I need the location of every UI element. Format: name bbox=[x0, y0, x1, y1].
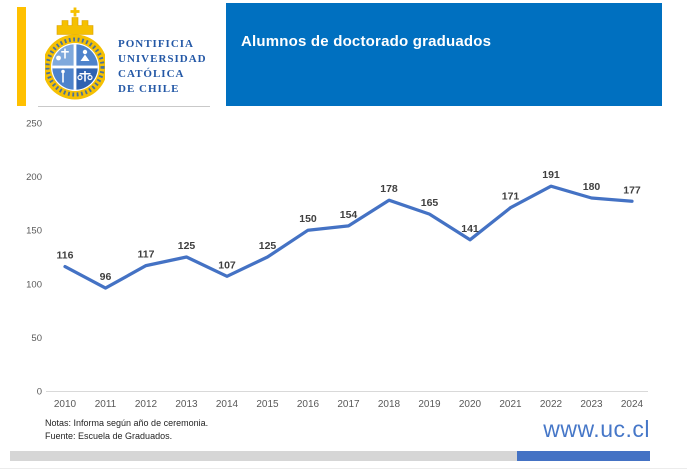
y-tick-label: 0 bbox=[37, 387, 42, 398]
x-tick-label: 2014 bbox=[216, 399, 239, 410]
data-label: 116 bbox=[57, 250, 74, 262]
x-tick-label: 2024 bbox=[621, 399, 644, 410]
y-tick-label: 150 bbox=[26, 226, 42, 237]
data-label: 171 bbox=[502, 191, 520, 203]
header-divider bbox=[38, 106, 210, 107]
website-link[interactable]: www.uc.cl bbox=[543, 416, 650, 442]
x-tick-label: 2012 bbox=[135, 399, 158, 410]
university-name: PONTIFICIA UNIVERSIDAD CATÓLICA DE CHILE bbox=[118, 37, 207, 97]
data-label: 107 bbox=[218, 259, 236, 271]
x-tick-label: 2016 bbox=[297, 399, 320, 410]
y-tick-label: 50 bbox=[31, 333, 42, 344]
footnote-fuente: Fuente: Escuela de Graduados. bbox=[45, 431, 173, 441]
x-tick-label: 2011 bbox=[95, 399, 117, 410]
x-tick-label: 2020 bbox=[459, 399, 482, 410]
y-tick-label: 200 bbox=[26, 172, 42, 183]
crown-icon bbox=[56, 17, 94, 35]
data-label: 191 bbox=[542, 169, 560, 181]
university-name-line: DE CHILE bbox=[118, 83, 180, 95]
series-line bbox=[63, 184, 634, 290]
data-label: 141 bbox=[461, 223, 479, 235]
data-label: 125 bbox=[259, 240, 277, 252]
x-tick-label: 2010 bbox=[54, 399, 77, 410]
x-tick-label: 2021 bbox=[499, 399, 522, 410]
data-label: 165 bbox=[421, 197, 439, 209]
accent-yellow-bar bbox=[17, 7, 26, 106]
x-tick-label: 2018 bbox=[378, 399, 401, 410]
data-label: 96 bbox=[100, 271, 112, 283]
bottom-bar-blue bbox=[517, 451, 650, 461]
y-tick-label: 250 bbox=[26, 119, 42, 130]
page-title: Alumnos de doctorado graduados bbox=[241, 33, 492, 50]
university-name-line: CATÓLICA bbox=[118, 68, 185, 80]
footnote-notas: Notas: Informa según año de ceremonia. bbox=[45, 418, 209, 428]
data-label: 117 bbox=[138, 249, 155, 261]
data-label: 180 bbox=[583, 181, 601, 193]
x-tick-label: 2019 bbox=[418, 399, 441, 410]
x-tick-label: 2013 bbox=[175, 399, 198, 410]
footnotes: Notas: Informa según año de ceremonia. F… bbox=[45, 417, 208, 443]
data-label: 177 bbox=[623, 184, 641, 196]
x-tick-label: 2015 bbox=[256, 399, 279, 410]
uc-crest-logo bbox=[45, 7, 105, 100]
university-name-line: UNIVERSIDAD bbox=[118, 53, 207, 65]
x-tick-label: 2017 bbox=[337, 399, 360, 410]
data-label: 150 bbox=[299, 213, 317, 225]
data-label: 154 bbox=[340, 209, 358, 221]
university-name-line: PONTIFICIA bbox=[118, 38, 195, 50]
title-bar: Alumnos de doctorado graduados bbox=[226, 3, 662, 106]
x-tick-label: 2022 bbox=[540, 399, 563, 410]
data-label: 125 bbox=[178, 240, 196, 252]
x-tick-label: 2023 bbox=[580, 399, 603, 410]
bottom-bar-gray bbox=[10, 451, 517, 461]
y-tick-label: 100 bbox=[26, 279, 42, 290]
data-label: 178 bbox=[380, 183, 398, 195]
